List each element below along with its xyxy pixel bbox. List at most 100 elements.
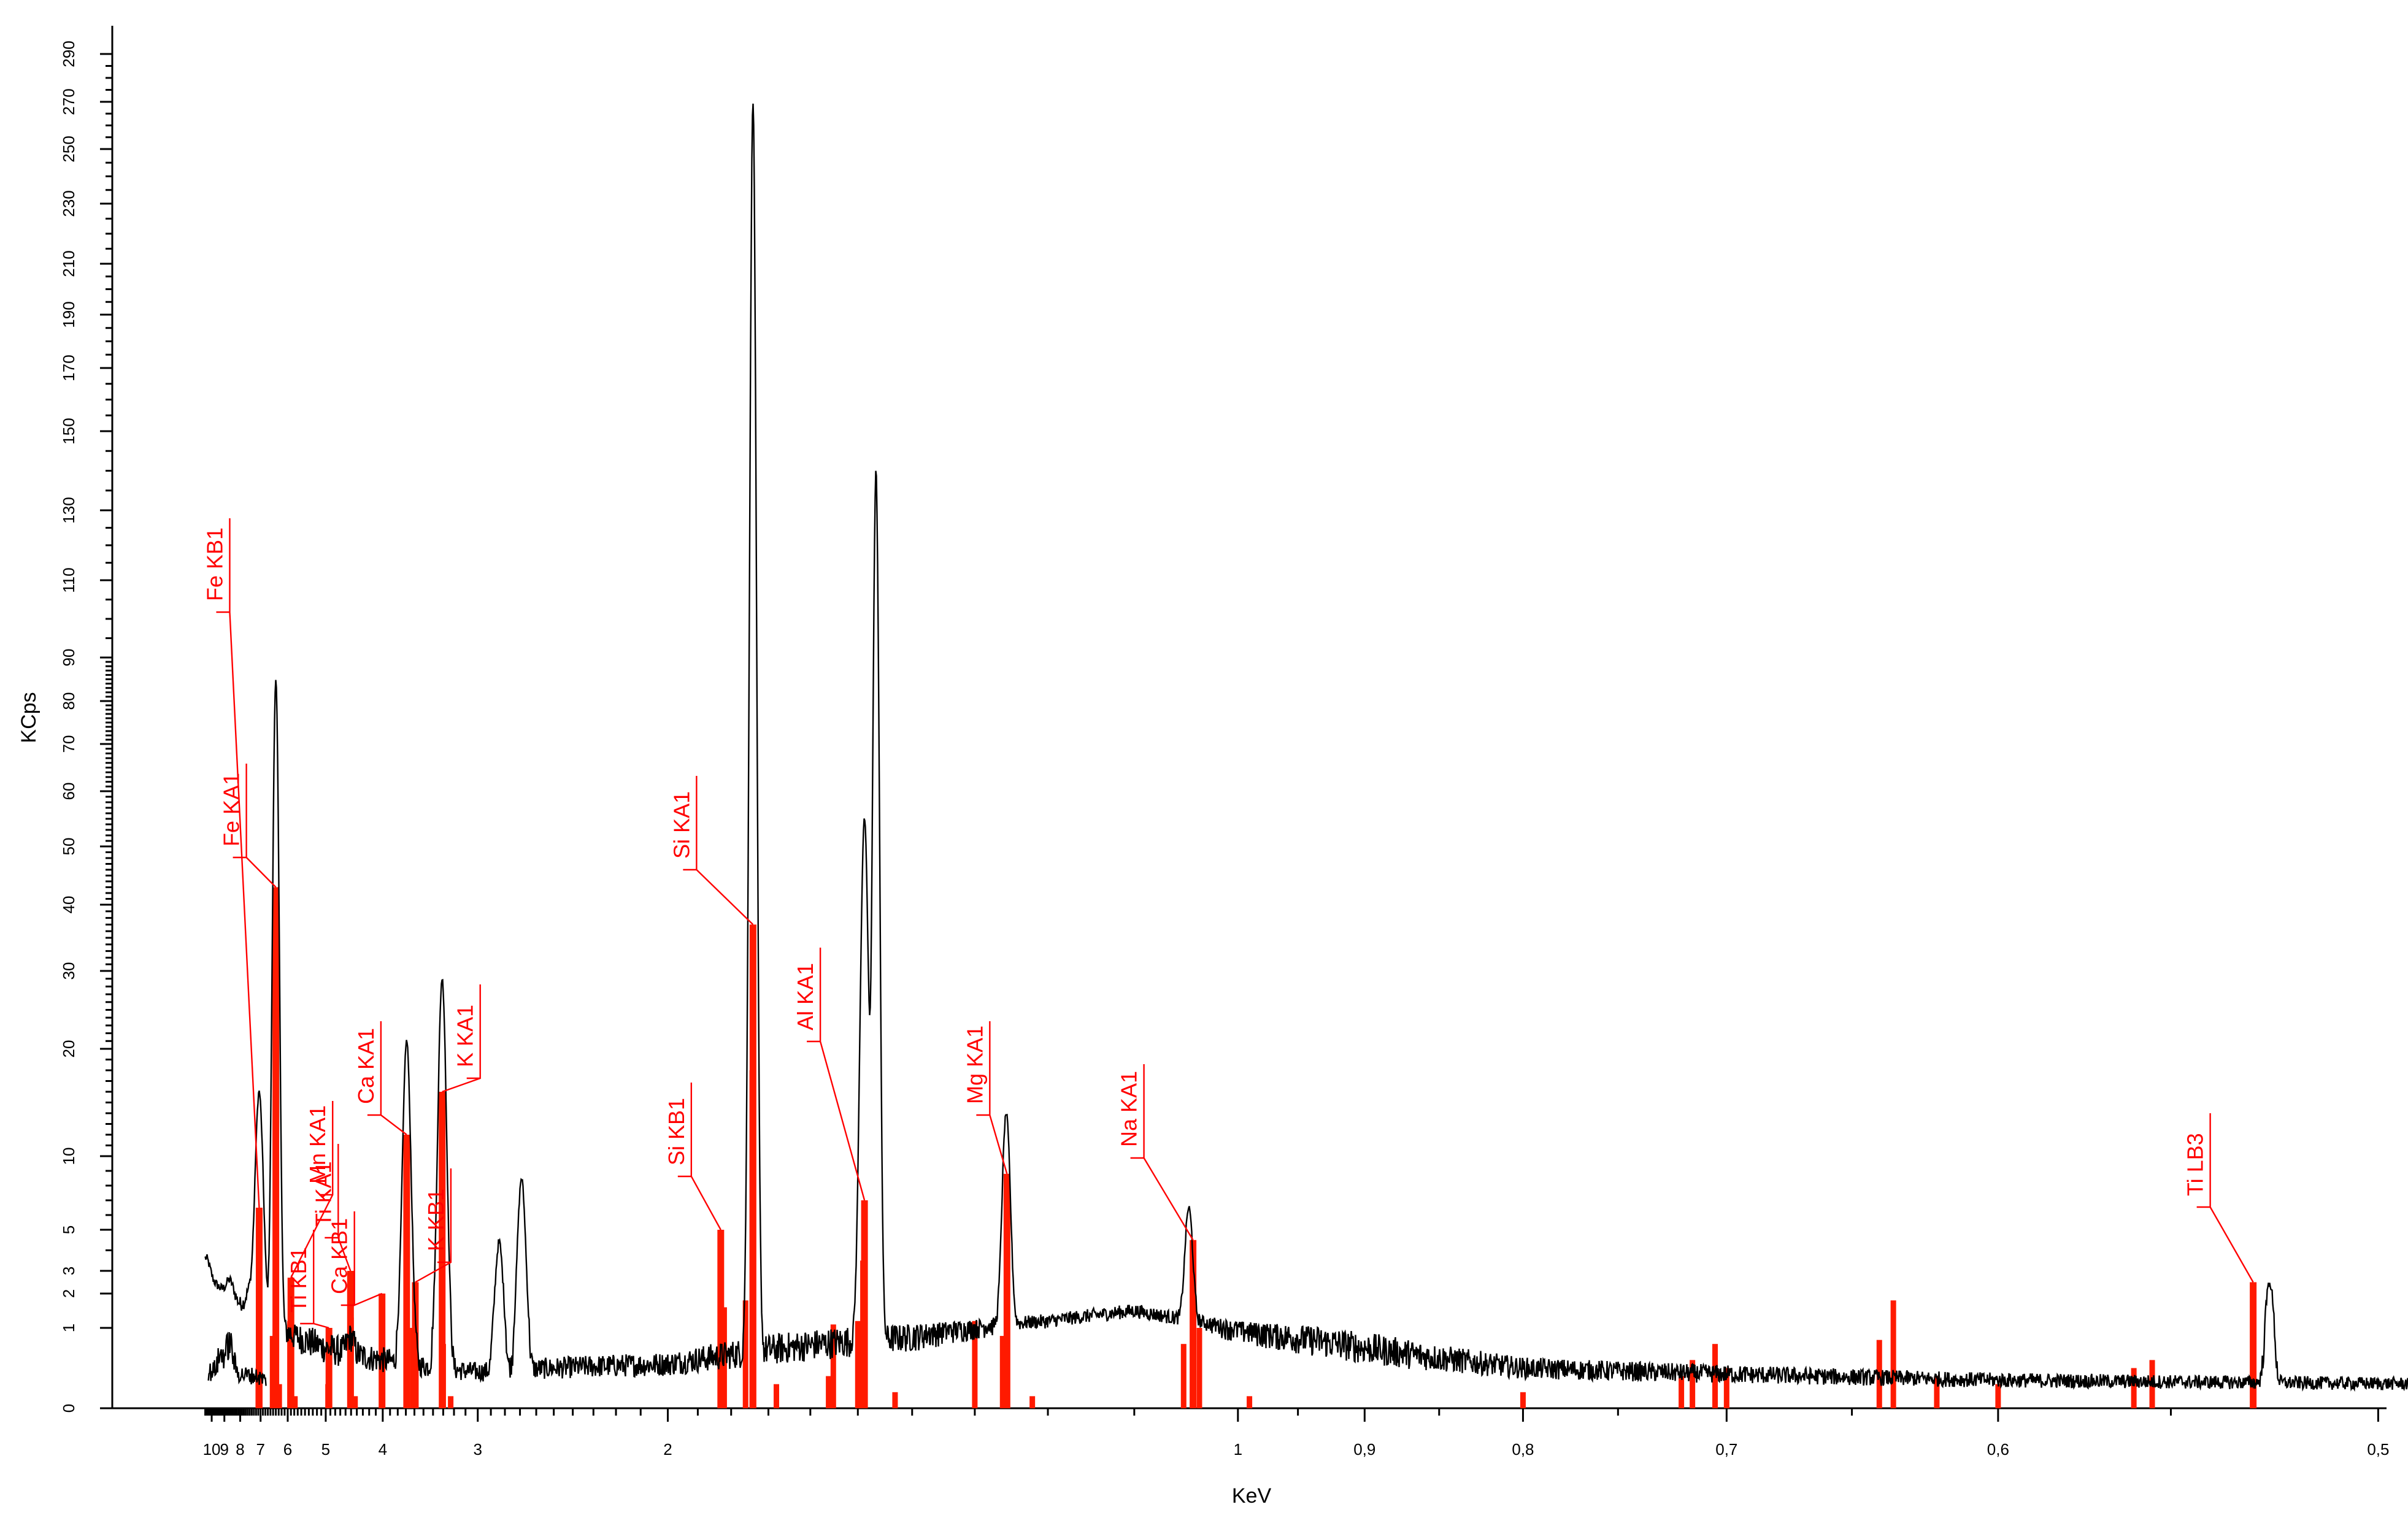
line-marker-label: Si KA1 bbox=[669, 791, 694, 859]
line-marker bbox=[1003, 1173, 1010, 1408]
minor-line-marker bbox=[774, 1384, 780, 1408]
x-tick-label: 6 bbox=[283, 1440, 292, 1459]
line-marker-label: K KB1 bbox=[423, 1189, 448, 1251]
x-tick-label: 2 bbox=[663, 1440, 672, 1459]
y-tick-label: 110 bbox=[60, 567, 78, 592]
y-tick-label: 210 bbox=[60, 250, 78, 277]
minor-line-marker bbox=[1196, 1328, 1202, 1408]
y-tick-label: 90 bbox=[60, 649, 78, 667]
line-marker bbox=[272, 887, 280, 1408]
line-marker bbox=[749, 924, 756, 1408]
spectra bbox=[204, 103, 2408, 1392]
y-tick-label: 30 bbox=[60, 962, 78, 980]
x-tick-label: 10 bbox=[203, 1440, 221, 1459]
x-tick-label: 1 bbox=[1234, 1440, 1242, 1459]
x-tick-label: 9 bbox=[220, 1440, 228, 1459]
minor-line-marker bbox=[1890, 1300, 1896, 1408]
x-tick-label: 0,7 bbox=[1715, 1440, 1737, 1459]
y-tick-label: 5 bbox=[60, 1225, 78, 1234]
line-marker bbox=[325, 1328, 333, 1408]
y-tick-label: 130 bbox=[60, 497, 78, 523]
label-leader-line bbox=[245, 764, 277, 888]
minor-line-marker bbox=[826, 1376, 832, 1408]
line-marker-label: Al KA1 bbox=[793, 963, 818, 1030]
upper-spectrum-line bbox=[204, 103, 2408, 1392]
y-tick-label: 290 bbox=[60, 40, 78, 67]
line-marker bbox=[255, 1208, 263, 1408]
minor-line-marker bbox=[352, 1396, 358, 1408]
y-tick-label: 60 bbox=[60, 783, 78, 800]
x-tick-label: 4 bbox=[379, 1440, 387, 1459]
minor-line-marker bbox=[999, 1336, 1006, 1408]
line-marker-label: Fe KA1 bbox=[219, 773, 244, 846]
minor-line-marker bbox=[1247, 1396, 1253, 1408]
line-marker-label: Na KA1 bbox=[1117, 1071, 1142, 1147]
line-marker-label: Mg KA1 bbox=[962, 1026, 987, 1104]
line-marker-label: Ti KA1 bbox=[310, 1161, 336, 1227]
x-ticks: 109 8 7 6 5 4 3 2 1 0,9 0,8 0,7 0,6 0,5 bbox=[203, 1408, 2389, 1459]
y-tick-label: 170 bbox=[60, 355, 78, 381]
y-tick-label: 150 bbox=[60, 418, 78, 444]
line-marker bbox=[403, 1135, 410, 1408]
minor-line-marker bbox=[1690, 1360, 1696, 1408]
y-tick-label: 20 bbox=[60, 1040, 78, 1058]
x-axis-title: KeV bbox=[1232, 1484, 1272, 1508]
y-tick-label: 50 bbox=[60, 838, 78, 856]
minor-line-marker bbox=[276, 1384, 282, 1408]
minor-line-marker bbox=[1180, 1344, 1187, 1408]
line-marker bbox=[1190, 1240, 1197, 1408]
y-tick-label: 250 bbox=[60, 136, 78, 162]
y-tick-label: 0 bbox=[60, 1404, 78, 1413]
x-tick-label: 7 bbox=[256, 1440, 264, 1459]
y-tick-label: 2 bbox=[60, 1289, 78, 1298]
label-leader-line bbox=[1143, 1064, 1194, 1241]
line-marker-label: Ca KA1 bbox=[353, 1028, 379, 1104]
x-tick-label: 0,8 bbox=[1512, 1440, 1534, 1459]
minor-line-marker bbox=[1712, 1344, 1718, 1408]
minor-line-marker bbox=[972, 1321, 978, 1408]
minor-line-marker bbox=[1723, 1368, 1729, 1408]
minor-line-marker bbox=[448, 1396, 454, 1408]
label-leader-line bbox=[229, 518, 260, 1208]
minor-line-marker bbox=[742, 1300, 748, 1408]
label-leader-line bbox=[2209, 1113, 2254, 1283]
line-marker-label: Ca KB1 bbox=[327, 1218, 352, 1294]
line-marker-label: Si KB1 bbox=[664, 1098, 689, 1165]
minor-line-marker bbox=[855, 1321, 861, 1408]
minor-line-marker bbox=[1679, 1376, 1685, 1408]
minor-line-marker bbox=[1995, 1384, 2001, 1408]
label-leader-line bbox=[353, 1211, 383, 1306]
minor-line-marker bbox=[2131, 1368, 2137, 1408]
label-leader-line bbox=[696, 776, 754, 926]
x-tick-label: 3 bbox=[473, 1440, 482, 1459]
x-tick-label: 0,9 bbox=[1353, 1440, 1375, 1459]
line-marker bbox=[412, 1282, 419, 1408]
minor-line-marker bbox=[892, 1392, 898, 1408]
x-tick-label: 0,5 bbox=[2367, 1440, 2389, 1459]
line-marker bbox=[717, 1230, 725, 1408]
line-marker-label: Fe KB1 bbox=[202, 527, 227, 601]
line-marker bbox=[379, 1294, 386, 1408]
label-leader-line bbox=[989, 1021, 1008, 1175]
line-marker bbox=[439, 1092, 446, 1408]
lower-spectrum-line bbox=[207, 1331, 267, 1386]
y-tick-label: 70 bbox=[60, 735, 78, 753]
y-tick-label: 270 bbox=[60, 88, 78, 115]
line-marker-label: Mn KA1 bbox=[305, 1105, 330, 1184]
line-marker bbox=[2250, 1282, 2257, 1408]
x-tick-label: 8 bbox=[236, 1440, 244, 1459]
line-marker-label: Ti LB3 bbox=[2183, 1133, 2208, 1196]
line-marker-label: Ti KB1 bbox=[286, 1247, 311, 1313]
x-tick-label: 0,6 bbox=[1987, 1440, 2009, 1459]
label-leader-line bbox=[690, 1083, 721, 1230]
x-tick-label: 5 bbox=[321, 1440, 330, 1459]
minor-line-marker bbox=[1934, 1376, 1940, 1408]
axes: KCps KeV bbox=[17, 26, 2387, 1508]
minor-line-marker bbox=[1029, 1396, 1036, 1408]
y-ticks: 0 1 2 3 5 10 20 30 40 50 60 70 80 90 110 130 150 170 190 21… bbox=[60, 40, 112, 1413]
y-tick-label: 1 bbox=[60, 1324, 78, 1332]
minor-line-marker bbox=[830, 1324, 836, 1408]
y-tick-label: 40 bbox=[60, 896, 78, 914]
